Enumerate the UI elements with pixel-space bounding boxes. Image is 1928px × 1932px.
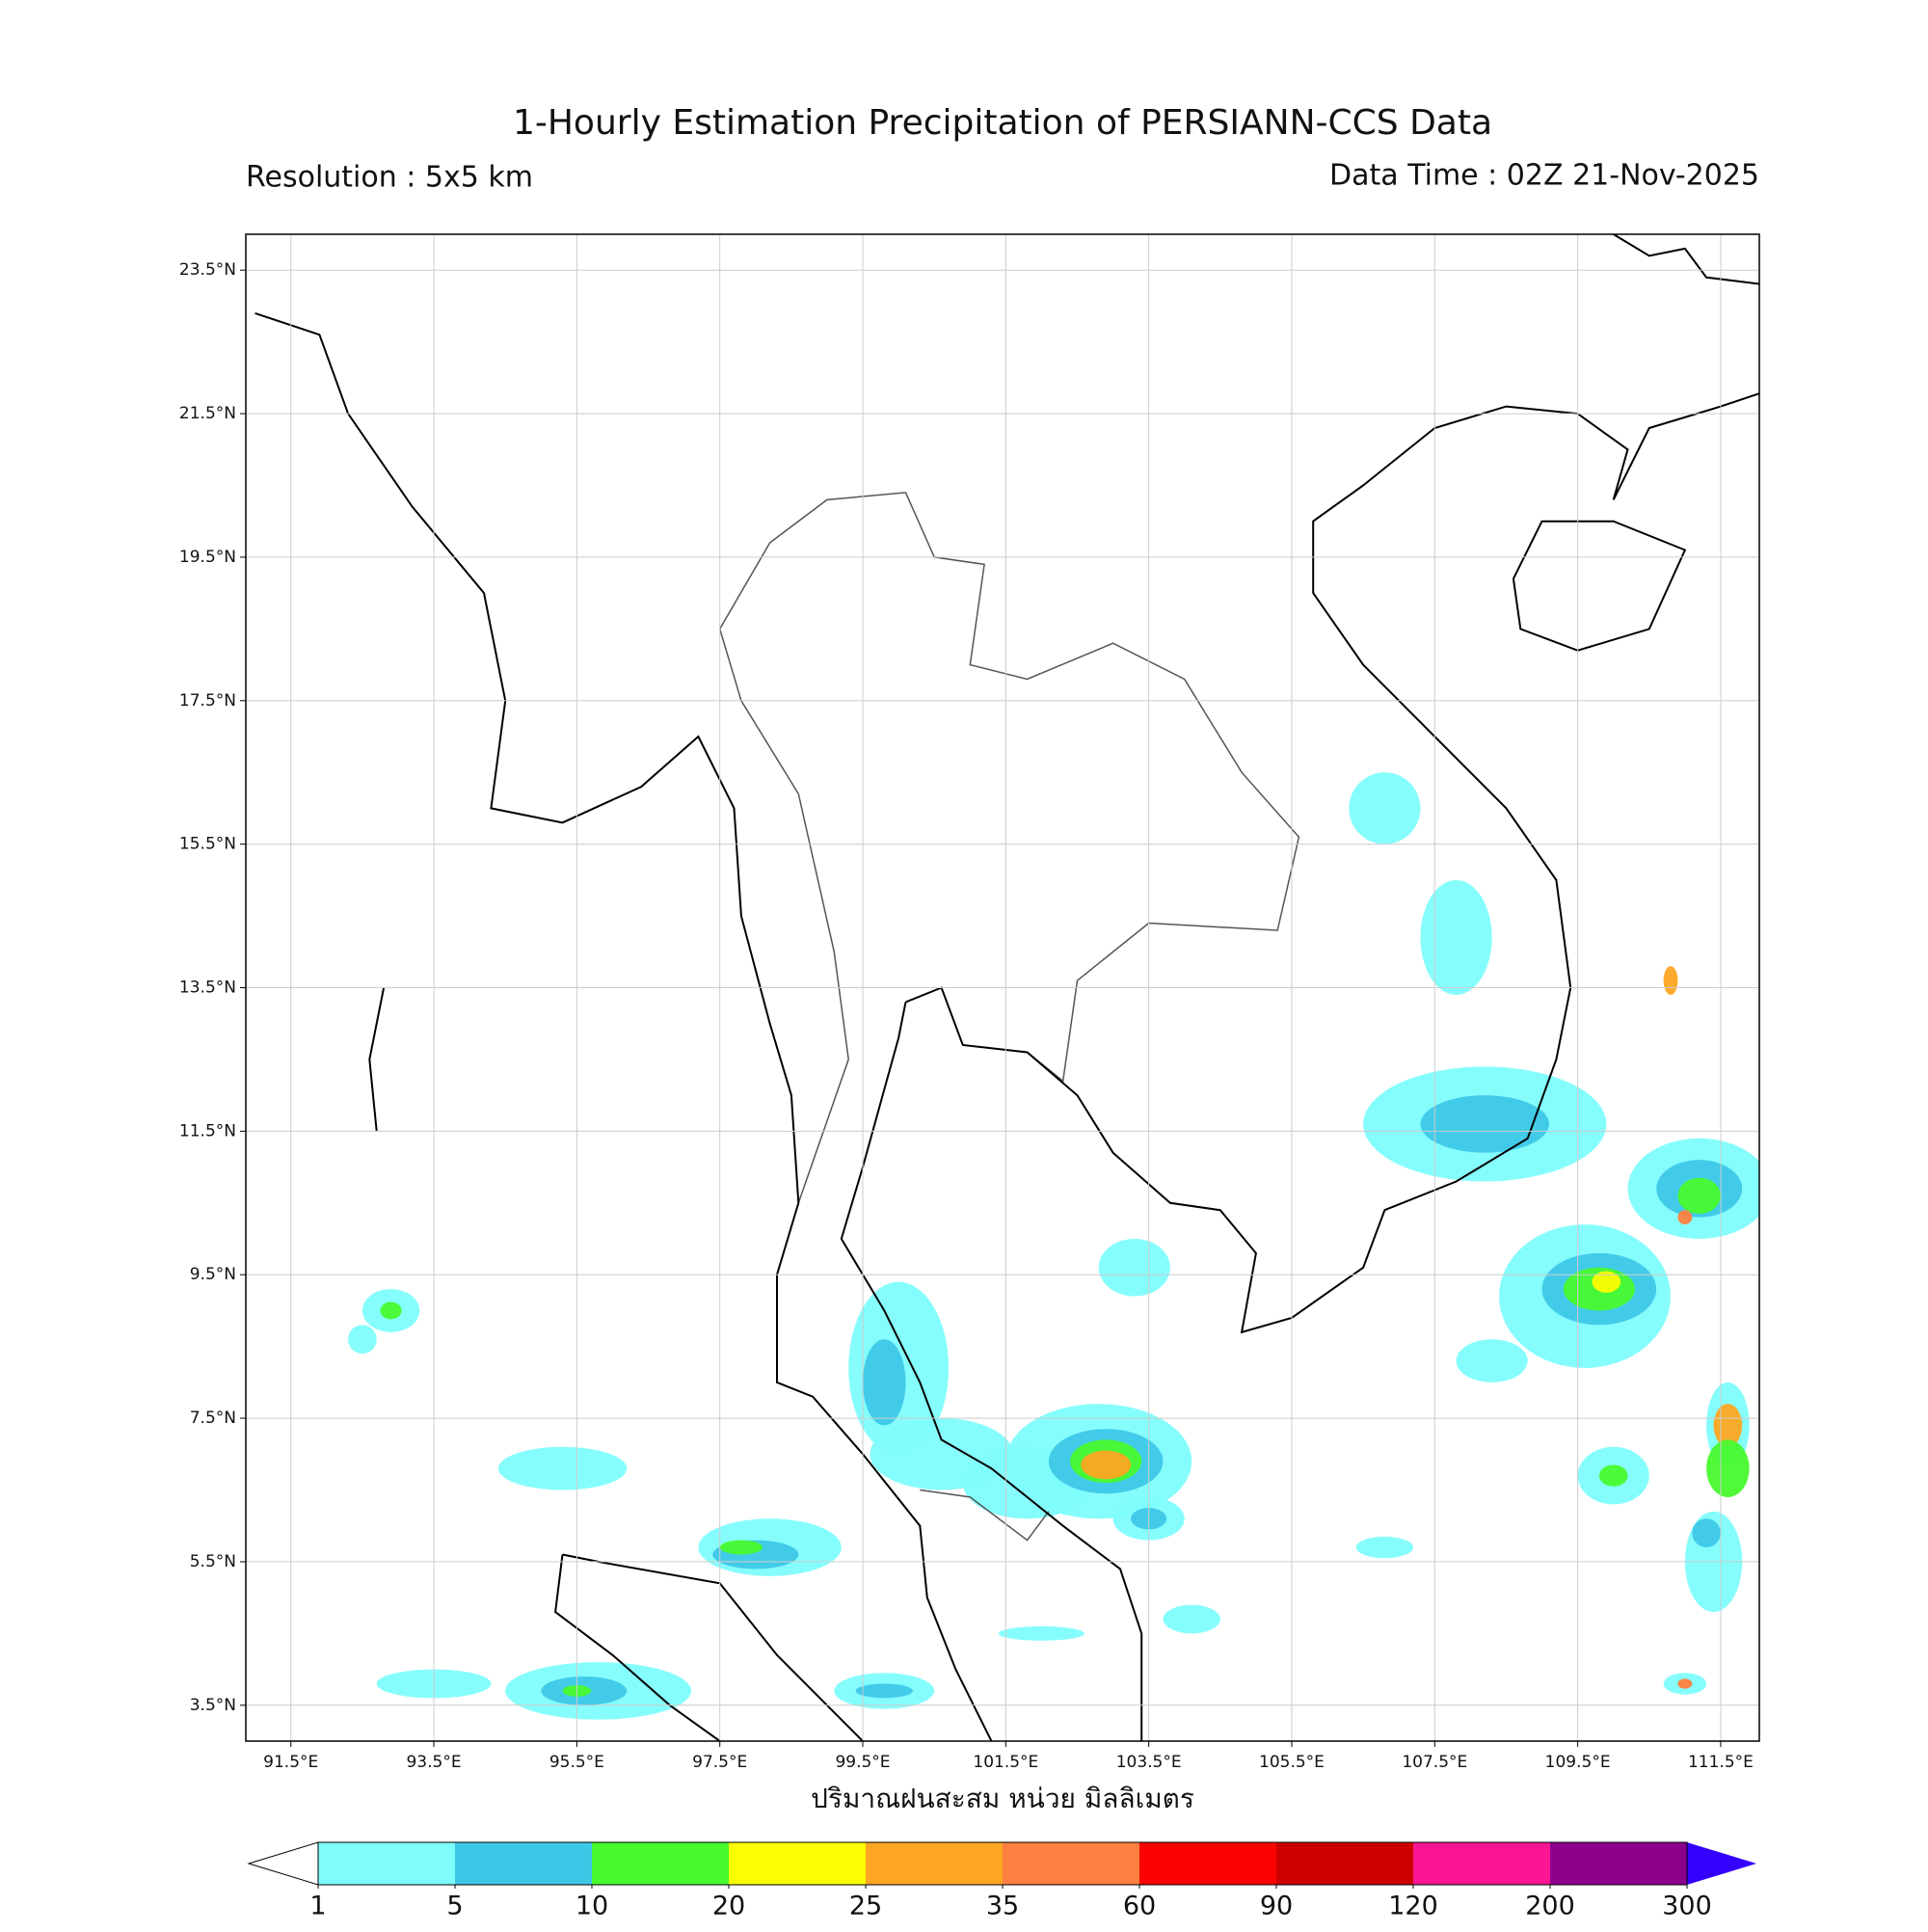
coastline [840, 1002, 1143, 1741]
border [920, 1489, 1050, 1542]
rain-area [1592, 1271, 1621, 1293]
x-tick-label: 101.5°E [973, 1753, 1038, 1772]
rain-area [1098, 1239, 1170, 1297]
rain-area [1456, 1339, 1528, 1382]
colorbar-label: 20 [712, 1892, 745, 1921]
coastline [1512, 520, 1687, 652]
colorbar-label: 25 [849, 1892, 882, 1921]
rain-area [497, 1446, 628, 1490]
rain-area [348, 1325, 377, 1355]
rain-area [1692, 1518, 1721, 1548]
colorbar-segment [1139, 1842, 1276, 1885]
rain-area [380, 1301, 402, 1320]
y-tick-label: 7.5°N [190, 1409, 236, 1428]
rain-area [855, 1683, 913, 1699]
rain-area [719, 1540, 763, 1555]
rain-area [1163, 1604, 1220, 1634]
colorbar-segment [592, 1842, 729, 1885]
x-tick-label: 111.5°E [1688, 1753, 1754, 1772]
coastline [254, 311, 993, 1741]
coastline [554, 1554, 721, 1741]
rain-area [1677, 1210, 1693, 1225]
x-tick-label: 109.5°E [1545, 1753, 1611, 1772]
x-tick-label: 99.5°E [835, 1753, 890, 1772]
coastline [1613, 234, 1759, 285]
x-tick-label: 93.5°E [406, 1753, 461, 1772]
coastline [368, 987, 386, 1132]
x-tick-label: 107.5°E [1402, 1753, 1467, 1772]
y-tick-label: 21.5°N [179, 404, 236, 423]
rain-area [1677, 1678, 1693, 1689]
rain-area [1706, 1439, 1750, 1497]
rain-area [1349, 772, 1421, 845]
x-tick-label: 105.5°E [1259, 1753, 1325, 1772]
colorbar-segment [866, 1842, 1003, 1885]
y-tick-label: 3.5°N [190, 1696, 236, 1715]
colorbar-label: 5 [446, 1892, 463, 1921]
y-tick-label: 15.5°N [179, 835, 236, 854]
x-axis-label: ปริมาณฝนสะสม หน่วย มิลลิเมตร [811, 1783, 1194, 1814]
map: 91.5°E 93.5°E 95.5°E 97.5°E 99.5°E 101.5°E 103… [179, 233, 1760, 1772]
map-frame [245, 233, 1760, 1742]
rain-area [1081, 1450, 1132, 1480]
resolution: Resolution : 5x5 km [246, 161, 533, 195]
rain-area [1677, 1177, 1721, 1214]
x-tick-label: 103.5°E [1116, 1753, 1182, 1772]
colorbar-label: 300 [1662, 1892, 1712, 1921]
colorbar-segment [1003, 1842, 1139, 1885]
x-tick-label: 97.5°E [692, 1753, 747, 1772]
colorbar-segment [1413, 1842, 1550, 1885]
colorbar: 1 5 10 20 25 35 60 90 120 200 300 [247, 1841, 1756, 1921]
rain-area [1420, 879, 1492, 995]
colorbar-segment [1550, 1842, 1687, 1885]
y-tick-label: 9.5°N [190, 1265, 236, 1284]
rain-area [1355, 1536, 1414, 1559]
y-tick-label: 23.5°N [179, 260, 236, 280]
y-tick-label: 17.5°N [179, 691, 236, 711]
colorbar-label: 35 [986, 1892, 1019, 1921]
y-tick-label: 11.5°N [179, 1121, 236, 1140]
colorbar-label: 1 [309, 1892, 326, 1921]
colorbar-over [1687, 1842, 1756, 1885]
rain-area [1663, 966, 1678, 995]
coastline [905, 392, 1759, 1334]
colorbar-segment [729, 1842, 866, 1885]
data-time: Data Time : 02Z 21-Nov-2025 [1329, 159, 1759, 193]
colorbar-under [247, 1841, 319, 1886]
border [769, 492, 1300, 1083]
rain-area [863, 1339, 906, 1426]
colorbar-segment [1276, 1842, 1413, 1885]
rain-area [1598, 1464, 1628, 1487]
colorbar-label: 90 [1260, 1892, 1293, 1921]
x-tick-label: 95.5°E [549, 1753, 604, 1772]
x-tick-label: 91.5°E [263, 1753, 318, 1772]
colorbar-label: 10 [576, 1892, 608, 1921]
title: 1-Hourly Estimation Precipitation of PER… [513, 103, 1492, 143]
rain-area [1420, 1095, 1549, 1153]
colorbar-segment [455, 1842, 592, 1885]
y-tick-label: 19.5°N [179, 548, 236, 567]
colorbar-segment [318, 1842, 455, 1885]
colorbar-label: 120 [1388, 1892, 1438, 1921]
y-tick-label: 13.5°N [179, 979, 236, 998]
colorbar-label: 200 [1525, 1892, 1575, 1921]
y-tick-label: 5.5°N [190, 1552, 236, 1571]
rain-area [998, 1625, 1084, 1641]
colorbar-label: 60 [1123, 1892, 1156, 1921]
